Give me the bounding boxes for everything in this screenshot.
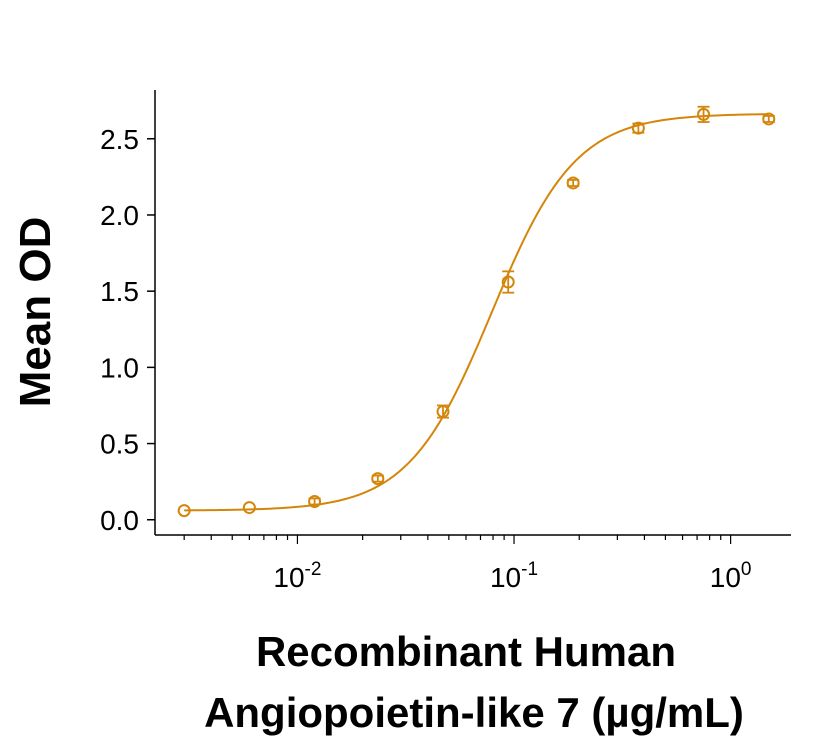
marker-4 [436, 405, 450, 419]
data-point-0 [177, 504, 191, 518]
data-point-6 [566, 176, 580, 190]
y-tick-label-1: 0.5 [100, 429, 139, 460]
fit-curve [184, 113, 769, 512]
x-tick-label-1: 10-1 [490, 559, 538, 593]
fit-curve-group [184, 113, 769, 512]
y-axis-title: Mean OD [11, 217, 60, 408]
data-point-7 [631, 121, 645, 135]
data-point-8 [697, 105, 711, 123]
marker-2 [308, 494, 322, 508]
y-tick-label-0: 0.0 [100, 505, 139, 536]
data-points [177, 105, 776, 518]
data-point-5 [501, 270, 515, 294]
marker-0 [177, 504, 191, 518]
marker-6 [566, 176, 580, 190]
y-tick-label-2: 1.0 [100, 352, 139, 383]
data-point-2 [308, 494, 322, 508]
marker-1 [242, 501, 256, 515]
x-tick-label-0: 10-2 [273, 559, 321, 593]
data-point-3 [371, 472, 385, 486]
data-point-4 [436, 404, 450, 419]
x-tick-label-2: 100 [710, 559, 752, 593]
y-tick-label-4: 2.0 [100, 200, 139, 231]
marker-3 [371, 472, 385, 486]
x-axis-title-line-2: Angiopoietin-like 7 (µg/mL) [204, 689, 744, 736]
marker-8 [697, 107, 711, 121]
marker-5 [501, 275, 515, 289]
marker-9 [762, 112, 776, 126]
y-tick-label-3: 1.5 [100, 276, 139, 307]
ticks: 0.0 0.5 1.0 1.5 2.0 2.5 10-2 10-1 100 [100, 124, 751, 593]
marker-7 [631, 121, 645, 135]
data-point-9 [762, 112, 776, 126]
y-tick-label-5: 2.5 [100, 124, 139, 155]
data-point-1 [242, 501, 256, 515]
axes [154, 90, 791, 536]
x-axis-title-line-1: Recombinant Human [256, 628, 676, 675]
